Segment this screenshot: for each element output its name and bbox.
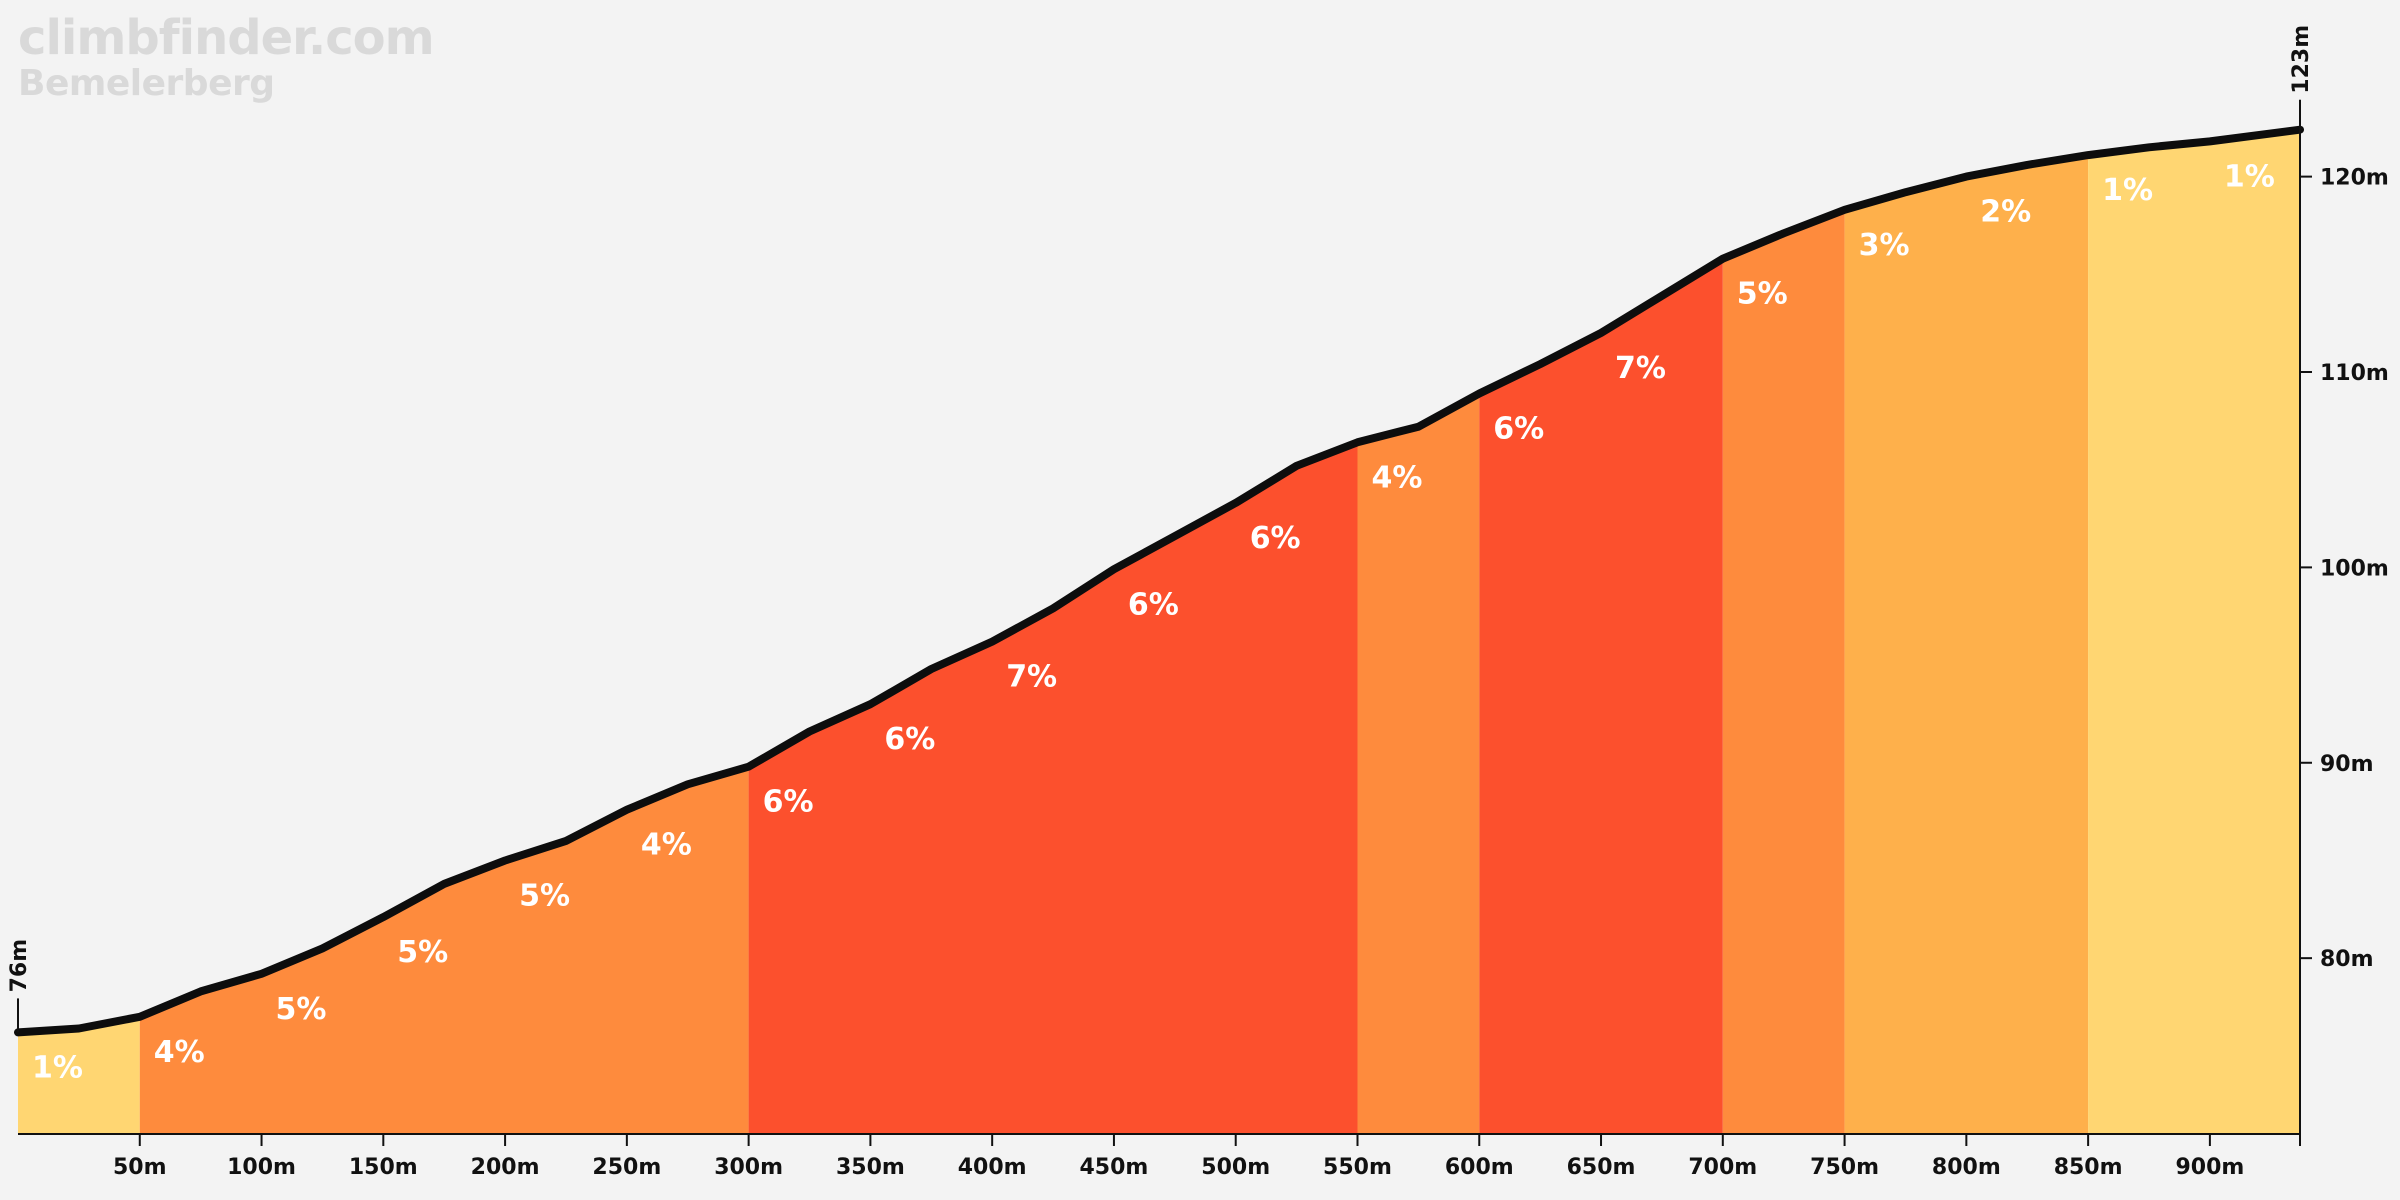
grade-label-19: 1% (2224, 159, 2275, 194)
grade-label-7: 6% (763, 785, 814, 820)
x-tick-label-8: 400m (958, 1155, 1027, 1180)
grade-label-15: 5% (1737, 277, 1788, 312)
start-elevation-label: 76m (7, 939, 32, 993)
grade-segment-8 (2088, 129, 2300, 1134)
x-tick-label-1: 50m (113, 1155, 167, 1180)
grade-segment-4 (1357, 393, 1480, 1134)
grade-segment-1 (18, 1016, 140, 1134)
x-tick-label-2: 100m (227, 1155, 296, 1180)
branding: climbfinder.com Bemelerberg (18, 10, 435, 104)
x-axis: 50m 100m 150m 200m 250m 300m 350m 400m 450m 500m 5… (18, 1133, 2301, 1180)
grade-label-3: 5% (276, 992, 327, 1027)
grade-segment-6 (1722, 209, 1845, 1135)
grade-label-6: 4% (641, 828, 692, 863)
grade-label-13: 6% (1493, 412, 1544, 447)
x-tick-label-10: 500m (1201, 1155, 1270, 1180)
y-tick-label-4: 110m (2320, 361, 2389, 386)
grade-label-9: 7% (1006, 660, 1057, 695)
grade-segment-5 (1479, 258, 1723, 1134)
y-tick-label-5: 120m (2320, 166, 2389, 191)
grade-segment-7 (1844, 155, 2089, 1135)
grade-segments (18, 129, 2300, 1135)
grade-label-5: 5% (519, 879, 570, 914)
x-tick-label-5: 250m (592, 1155, 661, 1180)
grade-segment-3 (748, 442, 1358, 1134)
x-tick-label-7: 350m (836, 1155, 905, 1180)
y-tick-label-1: 80m (2320, 947, 2374, 972)
grade-label-1: 1% (32, 1050, 83, 1085)
grade-label-2: 4% (154, 1035, 205, 1070)
grade-label-4: 5% (397, 935, 448, 970)
x-tick-label-14: 700m (1688, 1155, 1757, 1180)
grade-label-17: 2% (1980, 195, 2031, 230)
x-tick-label-13: 650m (1567, 1155, 1636, 1180)
site-name: climbfinder.com (18, 10, 435, 66)
x-tick-label-4: 200m (471, 1155, 540, 1180)
x-tick-label-18: 900m (2175, 1155, 2244, 1180)
grade-label-14: 7% (1615, 351, 1666, 386)
grade-label-10: 6% (1128, 587, 1179, 622)
grade-label-11: 6% (1250, 521, 1301, 556)
grade-label-18: 1% (2102, 173, 2153, 208)
grade-label-12: 4% (1372, 460, 1423, 495)
y-tick-label-3: 100m (2320, 556, 2389, 581)
x-tick-label-6: 300m (714, 1155, 783, 1180)
profile-line (14, 125, 2304, 1037)
x-tick-label-11: 550m (1323, 1155, 1392, 1180)
x-tick-label-17: 850m (2054, 1155, 2123, 1180)
y-tick-label-2: 90m (2320, 752, 2374, 777)
x-tick-label-3: 150m (349, 1155, 418, 1180)
x-tick-label-12: 600m (1445, 1155, 1514, 1180)
x-tick-label-16: 800m (1932, 1155, 2001, 1180)
grade-label-16: 3% (1859, 228, 1910, 263)
grade-segment-2 (139, 766, 749, 1134)
y-axis: 80m 90m 100m 110m 120m (2299, 118, 2389, 1134)
x-tick-label-9: 450m (1080, 1155, 1149, 1180)
grade-label-8: 6% (884, 722, 935, 757)
end-elevation-label: 123m (2289, 25, 2314, 94)
grade-labels: 1% 4% 5% 5% 5% 4% 6% 6% 7% 6% 6% 4% 6% 7% 5% 3% 2% 1% 1% (32, 159, 2275, 1085)
climb-name: Bemelerberg (18, 63, 275, 104)
x-tick-label-15: 750m (1810, 1155, 1879, 1180)
